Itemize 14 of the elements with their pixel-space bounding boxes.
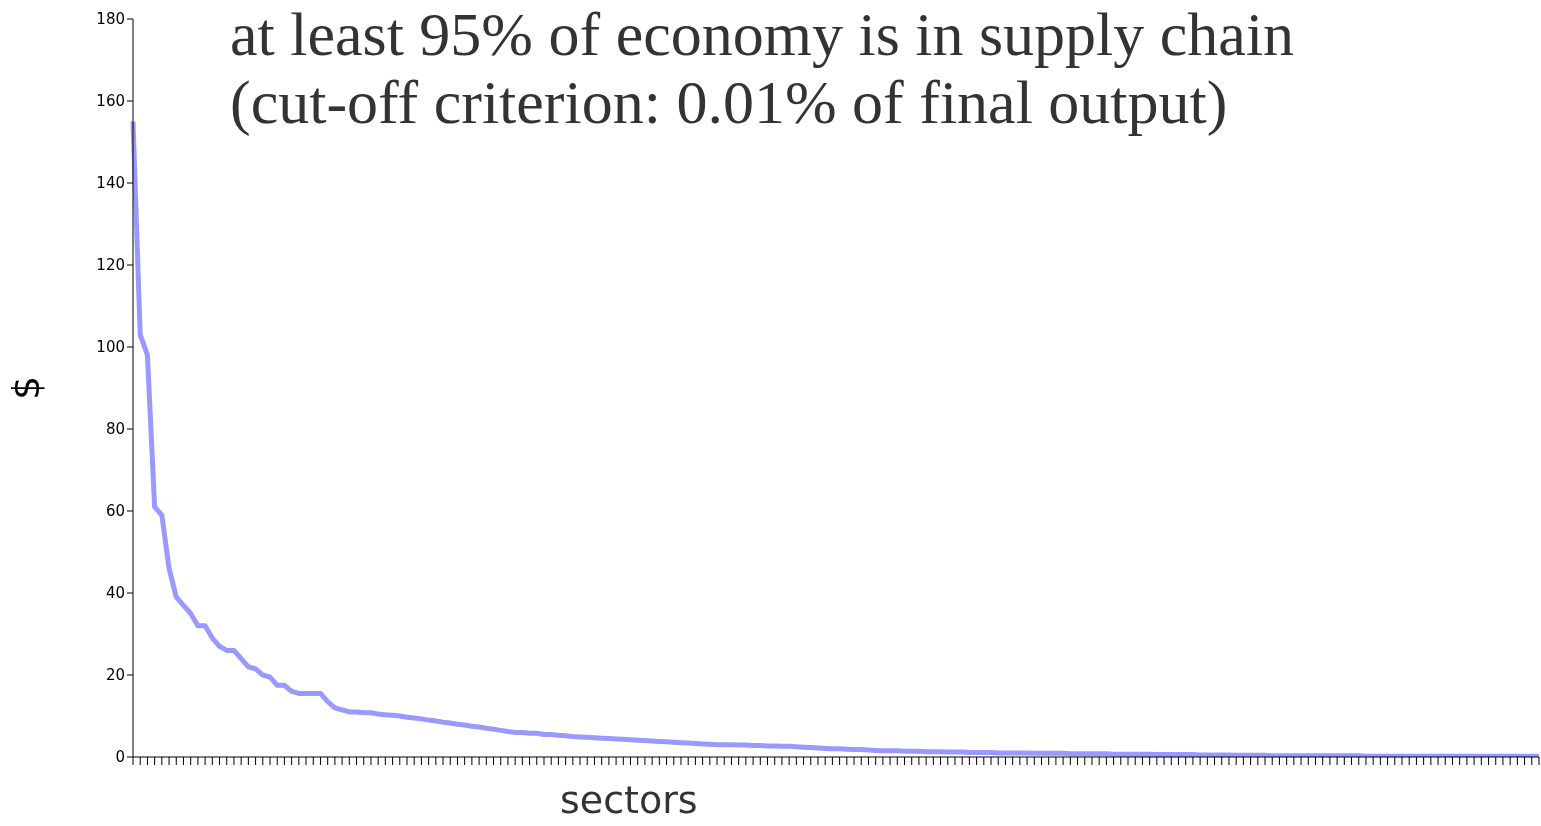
y-axis-title: $: [4, 375, 49, 401]
y-tick-label: 80: [105, 420, 125, 439]
text: (cut-off criterion: 0.01% of final output): [230, 68, 1229, 136]
y-tick-label: 120: [96, 256, 125, 275]
chart-title: at least 95% of economy is in supply chain: [230, 0, 1295, 68]
y-tick-label: 40: [105, 584, 125, 603]
y-tick-label: 140: [96, 174, 125, 193]
y-tick-label: 60: [105, 502, 125, 521]
x-axis-title: sectors: [560, 778, 698, 822]
y-tick-label: 180: [96, 10, 125, 29]
y-tick-label: 100: [96, 338, 125, 357]
y-tick-label: 20: [105, 666, 125, 685]
y-tick-label: 0: [115, 748, 125, 767]
y-tick-label: 160: [96, 92, 125, 111]
